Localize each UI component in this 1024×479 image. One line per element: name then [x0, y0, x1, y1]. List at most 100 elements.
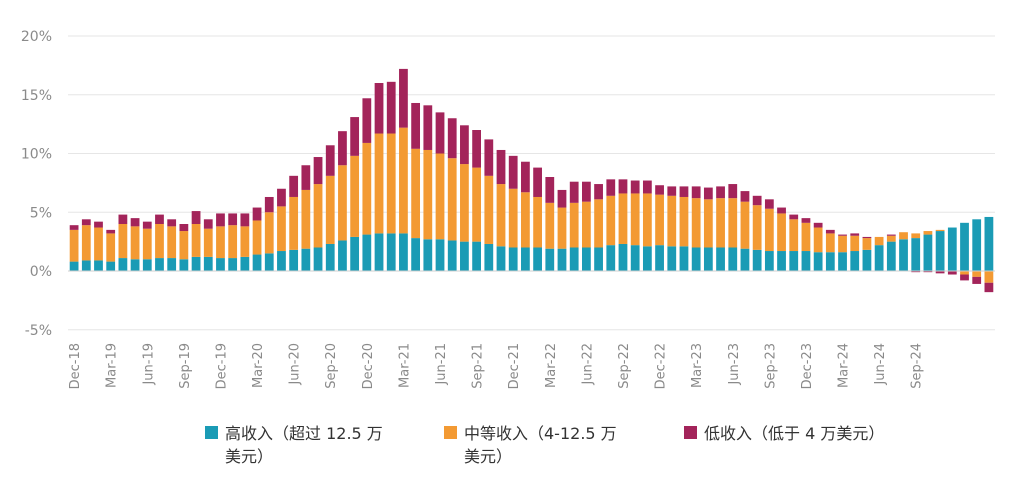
bar-high-income [374, 233, 384, 271]
bar-low-income [630, 180, 640, 194]
bar-low-income [338, 131, 347, 166]
bar-low-income [350, 117, 360, 156]
x-tick-label: Dec-18 [68, 343, 83, 389]
bar-low-income [984, 282, 994, 293]
bar-middle-income [338, 165, 347, 241]
bar-middle-income [264, 212, 274, 254]
bar-low-income [191, 211, 201, 224]
x-tick-label: Sep-24 [910, 343, 925, 389]
legend-label-middle-income: 中等收入（4-12.5 万 美元） [464, 424, 617, 466]
bar-middle-income [911, 233, 921, 239]
bar-high-income [716, 247, 725, 271]
bar-middle-income [484, 175, 494, 244]
bar-high-income [777, 251, 786, 271]
gridlines [68, 35, 995, 331]
bar-low-income [118, 214, 128, 224]
bar-low-income [777, 207, 786, 214]
bar-middle-income [252, 220, 262, 255]
y-tick-label: 5% [30, 205, 52, 221]
bar-high-income [167, 258, 177, 271]
bar-high-income [850, 251, 860, 271]
bar-low-income [264, 196, 274, 213]
bar-high-income [252, 254, 262, 271]
bar-middle-income [155, 224, 164, 259]
bar-middle-income [606, 195, 616, 246]
bar-high-income [301, 248, 311, 271]
bar-middle-income [801, 222, 811, 252]
bar-high-income [594, 247, 603, 271]
bar-middle-income [460, 164, 469, 242]
bar-middle-income [423, 149, 433, 240]
bar-high-income [838, 252, 847, 271]
bar-low-income [216, 213, 225, 227]
bar-high-income [460, 241, 469, 272]
bar-middle-income [435, 153, 445, 240]
bar-high-income [569, 247, 579, 271]
bar-high-income [350, 236, 360, 271]
bar-low-income [447, 118, 457, 159]
x-tick-label: Jun-22 [580, 343, 595, 386]
bar-middle-income [569, 202, 579, 248]
x-tick-label: Dec-21 [507, 343, 522, 389]
bar-low-income [703, 187, 713, 200]
y-axis-ticks: -5% 0% 5% 10% 15% 20% [21, 29, 52, 339]
bar-low-income [460, 125, 469, 165]
bar-high-income [472, 241, 481, 272]
bar-low-income [386, 81, 396, 134]
bar-high-income [277, 251, 286, 271]
bar-high-income [411, 238, 421, 271]
bar-low-income [533, 167, 542, 197]
bar-middle-income [594, 199, 603, 248]
bar-low-income [618, 179, 628, 194]
bar-middle-income [789, 219, 799, 252]
bar-low-income [325, 145, 335, 176]
bar-middle-income [496, 184, 506, 247]
legend-swatch-low-income [684, 426, 697, 439]
bar-middle-income [984, 271, 994, 283]
bar-middle-income [691, 198, 701, 248]
bar-middle-income [642, 193, 652, 247]
bar-low-income [155, 214, 164, 224]
x-tick-label: Sep-20 [324, 343, 339, 389]
bar-high-income [764, 251, 774, 271]
bar-low-income [472, 130, 481, 168]
bar-middle-income [142, 228, 152, 260]
bar-high-income [484, 243, 494, 271]
bar-low-income [850, 233, 860, 236]
bar-high-income [508, 247, 518, 271]
bar-high-income [923, 234, 933, 271]
bar-high-income [155, 258, 164, 271]
bar-low-income [752, 195, 762, 206]
bar-high-income [582, 247, 591, 271]
bar-middle-income [203, 228, 213, 257]
bar-low-income [801, 218, 811, 223]
y-tick-label: 0% [30, 264, 52, 280]
bar-high-income [960, 222, 969, 271]
y-tick-label: 10% [21, 147, 52, 163]
bar-middle-income [655, 194, 664, 246]
bar-middle-income [411, 148, 421, 239]
bar-low-income [728, 184, 738, 199]
bar-high-income [179, 259, 189, 271]
bar-high-income [533, 247, 542, 271]
bar-low-income [594, 184, 603, 200]
bar-middle-income [277, 206, 286, 252]
bar-middle-income [118, 224, 128, 259]
bar-low-income [423, 105, 433, 150]
x-tick-label: Mar-22 [544, 343, 559, 388]
bar-middle-income [813, 227, 823, 253]
bar-middle-income [533, 196, 542, 248]
bar-low-income [606, 179, 616, 196]
bar-middle-income [325, 175, 335, 244]
bar-low-income [813, 222, 823, 228]
bar-high-income [886, 241, 896, 272]
bar-middle-income [838, 235, 847, 253]
bar-high-income [667, 246, 677, 271]
bar-low-income [960, 274, 969, 281]
bar-middle-income [618, 193, 628, 244]
chart-plot: -5% 0% 5% 10% 15% 20% Dec-18 Mar-19 Jun-19 Sep-1… [21, 29, 995, 389]
bar-low-income [203, 219, 213, 229]
bar-high-income [935, 231, 945, 271]
bar-low-income [667, 186, 677, 196]
x-tick-label: Sep-19 [178, 343, 193, 389]
